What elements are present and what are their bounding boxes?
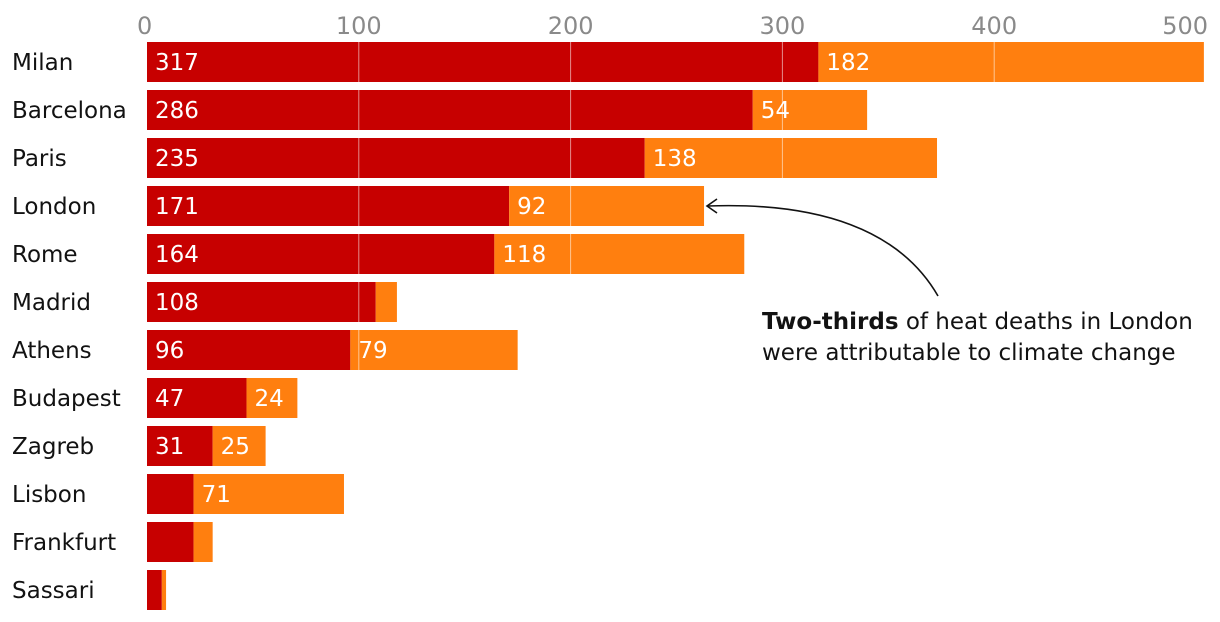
annotation-arrow xyxy=(705,198,939,297)
category-label-lisbon: Lisbon xyxy=(12,482,86,508)
data-label-rome-series-2: 118 xyxy=(502,242,546,268)
data-label-paris-series-2: 138 xyxy=(653,146,697,172)
bars-layer xyxy=(147,42,1204,610)
bar-zagreb-series-1 xyxy=(147,426,213,466)
category-label-sassari: Sassari xyxy=(12,578,95,604)
category-label-athens: Athens xyxy=(12,338,92,364)
category-label-paris: Paris xyxy=(12,146,67,172)
data-label-zagreb-series-2: 25 xyxy=(221,434,250,460)
data-label-budapest-series-2: 24 xyxy=(255,386,284,412)
bar-milan-series-1 xyxy=(147,42,819,82)
annotation-text: Two-thirds of heat deaths in London were… xyxy=(762,307,1202,369)
bar-paris-series-1 xyxy=(147,138,645,178)
bar-barcelona-series-1 xyxy=(147,90,753,130)
x-tick-100: 100 xyxy=(336,12,382,40)
bar-rome-series-2 xyxy=(494,234,745,274)
data-label-london-series-1: 171 xyxy=(155,194,199,220)
data-label-budapest-series-1: 47 xyxy=(155,386,184,412)
category-label-frankfurt: Frankfurt xyxy=(12,530,116,556)
bar-sassari-series-2 xyxy=(161,570,167,610)
data-label-barcelona-series-1: 286 xyxy=(155,98,199,124)
labels-layer: 317 182 286 54 235 138 171 92 164 118 108 96 79 47 24 3… xyxy=(155,50,870,508)
category-label-barcelona: Barcelona xyxy=(12,98,127,124)
bar-milan-series-2 xyxy=(818,42,1204,82)
x-tick-400: 400 xyxy=(971,12,1017,40)
x-tick-200: 200 xyxy=(548,12,594,40)
category-label-zagreb: Zagreb xyxy=(12,434,94,460)
x-axis-ticks: 0 100 200 300 400 500 xyxy=(137,12,1208,40)
bar-london-series-2 xyxy=(509,186,705,226)
category-label-milan: Milan xyxy=(12,50,73,76)
data-label-madrid-series-1: 108 xyxy=(155,290,199,316)
annotation-line-2: were attributable to climate change xyxy=(762,340,1176,366)
bar-barcelona-series-2 xyxy=(752,90,868,130)
category-labels: Milan Barcelona Paris London Rome Madrid Athen… xyxy=(12,50,127,604)
bar-frankfurt-series-2 xyxy=(193,522,213,562)
annotation-arrow-curve xyxy=(707,204,939,297)
bar-paris-series-2 xyxy=(644,138,938,178)
bar-zagreb-series-2 xyxy=(212,426,266,466)
annotation-line-1: Two-thirds of heat deaths in London xyxy=(762,307,1202,338)
category-label-london: London xyxy=(12,194,96,220)
annotation-line-1-rest: of heat deaths in London xyxy=(898,309,1193,335)
data-label-rome-series-1: 164 xyxy=(155,242,199,268)
category-label-budapest: Budapest xyxy=(12,386,121,412)
data-label-lisbon-series-2: 71 xyxy=(202,482,231,508)
data-label-athens-series-2: 79 xyxy=(358,338,387,364)
x-tick-0: 0 xyxy=(137,12,152,40)
data-label-zagreb-series-1: 31 xyxy=(155,434,184,460)
bar-budapest-series-2 xyxy=(246,378,298,418)
bar-athens-series-2 xyxy=(350,330,518,370)
category-label-rome: Rome xyxy=(12,242,78,268)
bar-sassari-series-1 xyxy=(147,570,162,610)
bar-lisbon-series-1 xyxy=(147,474,194,514)
bar-budapest-series-1 xyxy=(147,378,247,418)
data-label-athens-series-1: 96 xyxy=(155,338,184,364)
category-label-madrid: Madrid xyxy=(12,290,91,316)
bar-athens-series-1 xyxy=(147,330,351,370)
bar-frankfurt-series-1 xyxy=(147,522,194,562)
annotation-bold: Two-thirds xyxy=(762,309,899,335)
annotation-arrow-head xyxy=(705,198,718,214)
bar-lisbon-series-2 xyxy=(193,474,344,514)
gridlines-layer xyxy=(358,42,1207,610)
x-tick-300: 300 xyxy=(759,12,805,40)
data-label-milan-series-1: 317 xyxy=(155,50,199,76)
data-label-london-series-2: 92 xyxy=(517,194,546,220)
bar-madrid-series-2 xyxy=(375,282,397,322)
bar-rome-series-1 xyxy=(147,234,495,274)
data-label-milan-series-2: 182 xyxy=(826,50,870,76)
bar-madrid-series-1 xyxy=(147,282,376,322)
data-label-paris-series-1: 235 xyxy=(155,146,199,172)
bar-london-series-1 xyxy=(147,186,510,226)
data-label-barcelona-series-2: 54 xyxy=(761,98,790,124)
x-tick-500: 500 xyxy=(1162,12,1208,40)
